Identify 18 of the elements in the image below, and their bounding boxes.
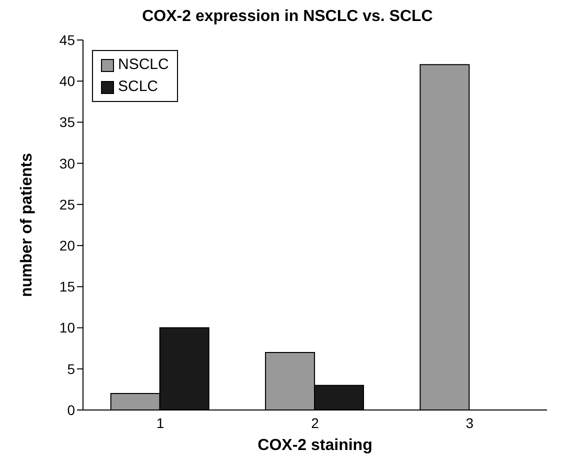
- y-tick-label: 15: [59, 278, 76, 295]
- y-tick-label: 5: [67, 360, 76, 377]
- x-tick-label: 2: [311, 414, 320, 431]
- y-tick-label: 0: [67, 402, 76, 418]
- y-tick-label: 20: [59, 238, 76, 254]
- y-tick-label: 45: [59, 32, 76, 48]
- y-tick-label: 35: [59, 114, 76, 130]
- chart-title: COX-2 expression in NSCLC vs. SCLC: [141, 8, 434, 27]
- x-tick-label: 1: [156, 414, 164, 431]
- y-tick-label: 10: [59, 320, 76, 336]
- y-tick-label: 25: [59, 196, 76, 212]
- x-axis-title: COX-2 staining: [258, 437, 372, 454]
- legend-label: NSCLC: [118, 55, 169, 75]
- x-tick-label: 3: [466, 414, 474, 431]
- legend-label: SCLC: [118, 77, 158, 97]
- y-tick-label: 30: [59, 155, 76, 172]
- y-axis-title: number of patients: [18, 152, 36, 298]
- y-tick-label: 40: [59, 73, 76, 90]
